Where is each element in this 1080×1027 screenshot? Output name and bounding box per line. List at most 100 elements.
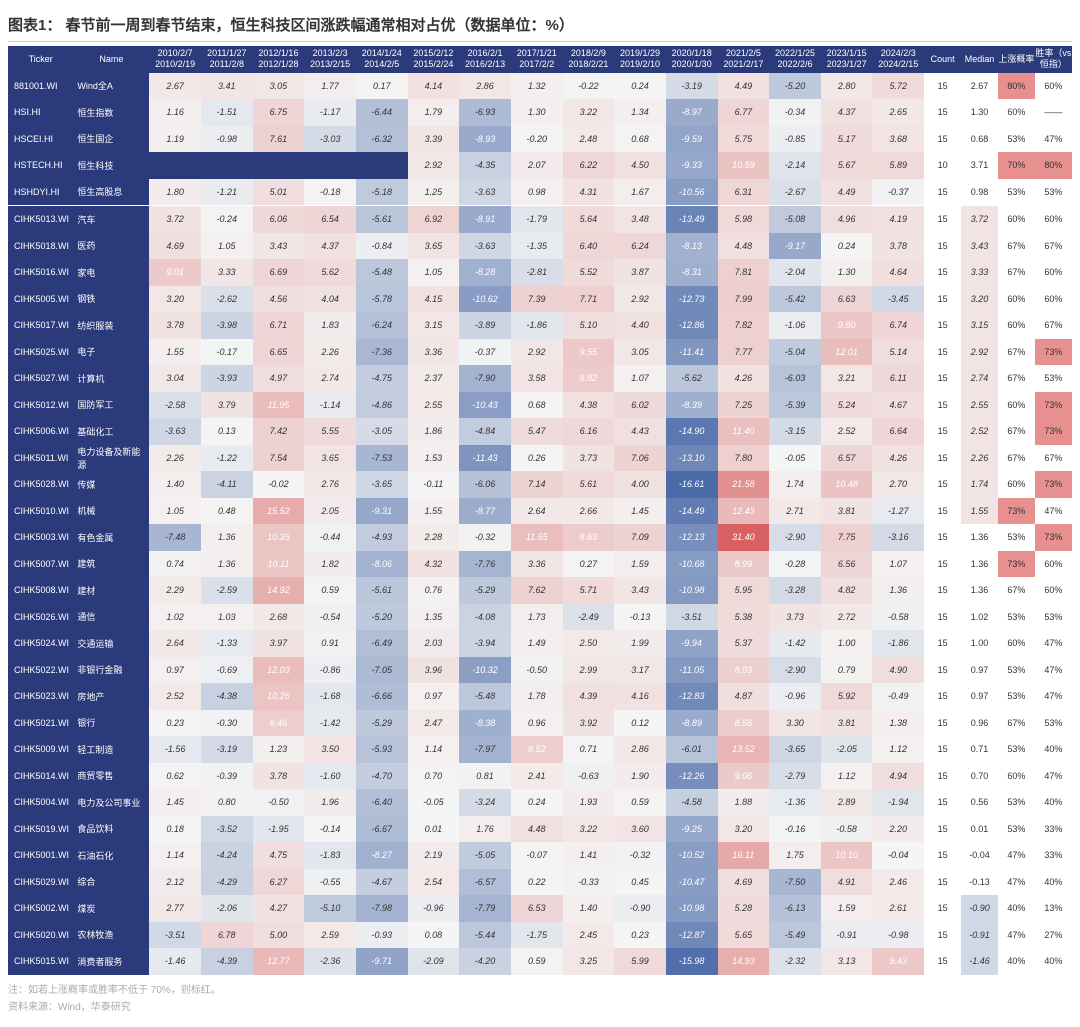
value-cell: 4.96 bbox=[821, 206, 873, 233]
value-cell: -10.47 bbox=[666, 869, 718, 896]
value-cell: 1.02 bbox=[149, 604, 201, 631]
median-cell: 0.68 bbox=[961, 126, 998, 153]
ticker-cell: HSTECH.HI bbox=[8, 152, 73, 179]
value-cell: -9.17 bbox=[769, 233, 821, 260]
value-cell: -3.24 bbox=[459, 789, 511, 816]
value-cell: 5.28 bbox=[718, 895, 770, 922]
winrate-cell: 60% bbox=[1035, 259, 1072, 286]
value-cell: -7.79 bbox=[459, 895, 511, 922]
value-cell: -2.32 bbox=[769, 948, 821, 975]
col-header: 2016/2/12016/2/13 bbox=[459, 46, 511, 73]
value-cell: 1.80 bbox=[149, 179, 201, 206]
winrate-cell: 53% bbox=[1035, 179, 1072, 206]
col-header: 2015/2/122015/2/24 bbox=[408, 46, 460, 73]
value-cell: -4.84 bbox=[459, 418, 511, 445]
value-cell: -0.37 bbox=[872, 179, 924, 206]
value-cell: -2.04 bbox=[769, 259, 821, 286]
name-cell: 电力及公司事业 bbox=[73, 789, 149, 816]
value-cell: -6.32 bbox=[356, 126, 408, 153]
value-cell: 4.67 bbox=[872, 392, 924, 419]
median-cell: 0.98 bbox=[961, 179, 998, 206]
value-cell: 4.82 bbox=[821, 577, 873, 604]
value-cell: 7.06 bbox=[614, 445, 666, 472]
value-cell: -10.43 bbox=[459, 392, 511, 419]
value-cell: -0.28 bbox=[769, 551, 821, 578]
median-cell: 3.20 bbox=[961, 286, 998, 313]
value-cell: 0.79 bbox=[821, 657, 873, 684]
value-cell: 4.15 bbox=[408, 286, 460, 313]
value-cell: 3.79 bbox=[201, 392, 253, 419]
table-row: CIHK5004.WI电力及公司事业1.450.80-0.501.96-6.40… bbox=[8, 789, 1072, 816]
value-cell: -10.62 bbox=[459, 286, 511, 313]
winrate-cell: 73% bbox=[1035, 471, 1072, 498]
name-cell: 纺织服装 bbox=[73, 312, 149, 339]
value-cell: -1.83 bbox=[304, 842, 356, 869]
ticker-cell: HSCEI.HI bbox=[8, 126, 73, 153]
col-header: 2013/2/32013/2/15 bbox=[304, 46, 356, 73]
ticker-cell: HSHDYI.HI bbox=[8, 179, 73, 206]
name-cell: 电子 bbox=[73, 339, 149, 366]
value-cell: -3.63 bbox=[459, 233, 511, 260]
value-cell: 3.20 bbox=[149, 286, 201, 313]
value-cell: 1.96 bbox=[304, 789, 356, 816]
value-cell: -9.33 bbox=[666, 152, 718, 179]
value-cell: 2.71 bbox=[769, 498, 821, 525]
median-cell: 0.56 bbox=[961, 789, 998, 816]
name-cell: 恒生国企 bbox=[73, 126, 149, 153]
value-cell: -6.66 bbox=[356, 683, 408, 710]
count-cell: 15 bbox=[924, 948, 961, 975]
value-cell: 10.11 bbox=[253, 551, 305, 578]
value-cell: 1.12 bbox=[872, 736, 924, 763]
value-cell: 3.43 bbox=[253, 233, 305, 260]
value-cell: 7.75 bbox=[821, 524, 873, 551]
value-cell: 21.58 bbox=[718, 471, 770, 498]
winrate-cell: 40% bbox=[1035, 789, 1072, 816]
value-cell: 5.10 bbox=[563, 312, 615, 339]
value-cell: 1.23 bbox=[253, 736, 305, 763]
value-cell: -7.76 bbox=[459, 551, 511, 578]
value-cell: 2.76 bbox=[304, 471, 356, 498]
value-cell: -4.58 bbox=[666, 789, 718, 816]
col-header: 2012/1/162012/1/28 bbox=[253, 46, 305, 73]
value-cell: 0.96 bbox=[511, 710, 563, 737]
value-cell: -3.65 bbox=[356, 471, 408, 498]
count-cell: 15 bbox=[924, 551, 961, 578]
value-cell: 0.97 bbox=[149, 657, 201, 684]
median-cell: 3.33 bbox=[961, 259, 998, 286]
count-cell: 15 bbox=[924, 816, 961, 843]
value-cell: 1.36 bbox=[201, 551, 253, 578]
value-cell: -0.98 bbox=[872, 922, 924, 949]
table-row: CIHK5003.WI有色金属-7.481.3610.35-0.44-4.932… bbox=[8, 524, 1072, 551]
value-cell: 1.49 bbox=[511, 630, 563, 657]
value-cell: 11.95 bbox=[253, 392, 305, 419]
value-cell: 2.03 bbox=[408, 630, 460, 657]
ticker-cell: CIHK5010.WI bbox=[8, 498, 73, 525]
value-cell: -0.11 bbox=[408, 471, 460, 498]
value-cell: 1.88 bbox=[718, 789, 770, 816]
value-cell: -0.33 bbox=[563, 869, 615, 896]
value-cell: 6.64 bbox=[872, 418, 924, 445]
value-cell: -0.07 bbox=[511, 842, 563, 869]
name-cell: 基础化工 bbox=[73, 418, 149, 445]
value-cell: 4.37 bbox=[821, 99, 873, 126]
value-cell: 9.80 bbox=[821, 312, 873, 339]
value-cell: -4.29 bbox=[201, 869, 253, 896]
winrate-cell: 73% bbox=[1035, 339, 1072, 366]
name-cell: 综合 bbox=[73, 869, 149, 896]
winrate-cell: 13% bbox=[1035, 895, 1072, 922]
value-cell: 1.79 bbox=[408, 99, 460, 126]
value-cell: 1.55 bbox=[408, 498, 460, 525]
col-header: 2023/1/152023/1/27 bbox=[821, 46, 873, 73]
value-cell: 7.54 bbox=[253, 445, 305, 472]
table-row: CIHK5024.WI交通运输2.64-1.333.970.91-6.492.0… bbox=[8, 630, 1072, 657]
value-cell: 8.99 bbox=[718, 551, 770, 578]
value-cell: 2.41 bbox=[511, 763, 563, 790]
value-cell: -1.86 bbox=[511, 312, 563, 339]
value-cell: 1.05 bbox=[201, 233, 253, 260]
ticker-cell: CIHK5022.WI bbox=[8, 657, 73, 684]
value-cell: -0.49 bbox=[872, 683, 924, 710]
value-cell: 5.62 bbox=[304, 259, 356, 286]
table-row: CIHK5007.WI建筑0.741.3610.111.82-8.064.32-… bbox=[8, 551, 1072, 578]
value-cell: 3.81 bbox=[821, 498, 873, 525]
count-cell: 15 bbox=[924, 259, 961, 286]
